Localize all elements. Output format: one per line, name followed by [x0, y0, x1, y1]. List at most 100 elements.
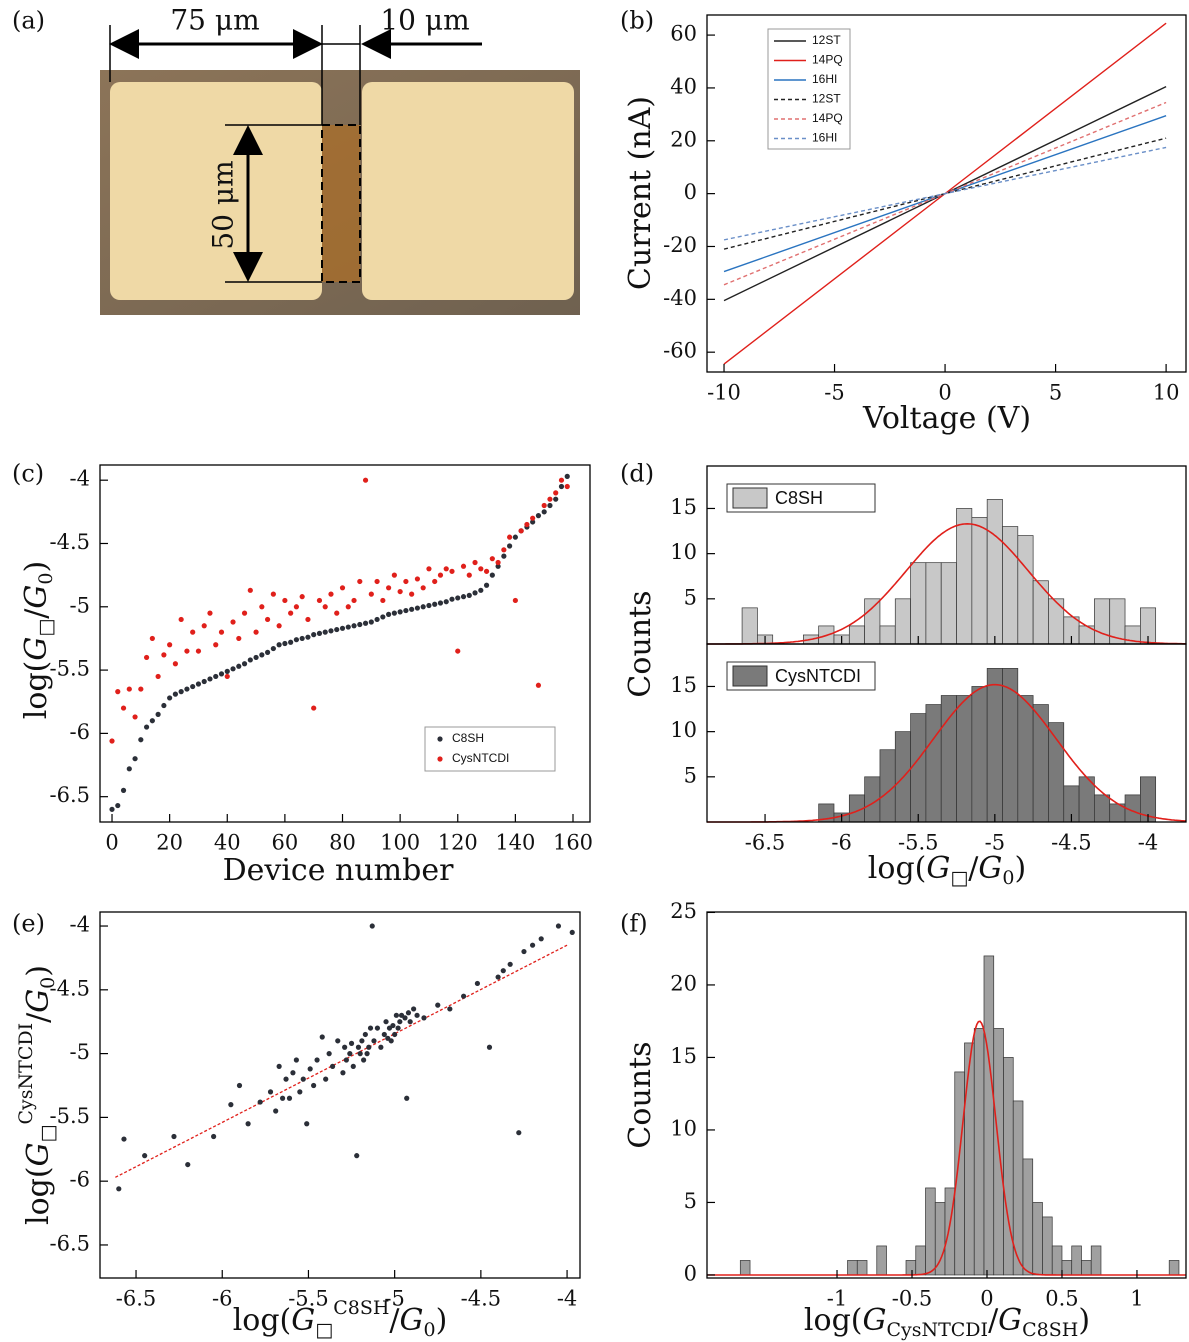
x-tick-label: 100 — [380, 831, 420, 855]
y-tick-label: 15 — [670, 1044, 697, 1068]
data-point — [345, 604, 351, 610]
data-point — [184, 686, 190, 692]
data-point — [553, 496, 559, 502]
data-point — [524, 521, 530, 528]
panel-label: (c) — [12, 460, 44, 488]
data-point — [495, 974, 501, 980]
data-point — [369, 923, 375, 929]
legend-label: 12ST — [812, 92, 841, 106]
histogram-bar — [879, 625, 896, 645]
data-point — [207, 610, 213, 616]
data-point — [395, 1025, 401, 1031]
data-point — [404, 1095, 410, 1101]
data-point — [267, 1089, 274, 1095]
x-axis-label: log(G□C8SH/G0) — [233, 1297, 448, 1341]
data-point — [282, 640, 288, 647]
legend-label: 14PQ — [812, 111, 843, 125]
axis-label-part: G — [21, 1142, 56, 1166]
legend-swatch — [437, 736, 443, 742]
data-point — [348, 1040, 355, 1046]
data-point — [185, 1161, 191, 1168]
data-point — [374, 1025, 381, 1031]
data-point — [172, 691, 179, 697]
data-point — [478, 566, 484, 572]
axis-label-part: / — [988, 1303, 999, 1338]
data-point — [155, 673, 161, 680]
data-point — [322, 629, 328, 635]
data-point — [304, 1121, 310, 1127]
x-tick-label: -5.5 — [898, 831, 939, 855]
channel — [322, 125, 360, 282]
data-point — [138, 686, 144, 692]
y-tick-label: -60 — [663, 339, 697, 363]
y-tick-label: 60 — [670, 22, 697, 46]
data-point — [391, 572, 397, 578]
data-point — [447, 1006, 453, 1012]
x-tick-label: 120 — [438, 831, 478, 855]
data-point — [190, 683, 196, 690]
x-tick-label: 0 — [105, 831, 118, 855]
data-point — [420, 585, 426, 591]
y-tick-label: 0 — [684, 1261, 697, 1285]
data-point — [351, 597, 357, 604]
data-point — [564, 473, 570, 479]
data-point — [371, 1038, 377, 1044]
data-point — [355, 1044, 362, 1050]
data-point — [167, 642, 173, 648]
histogram-bar — [739, 1260, 751, 1276]
axis-label-part: G — [19, 585, 54, 609]
x-tick-label: 1 — [1130, 1287, 1143, 1311]
histogram-bar — [1090, 1245, 1102, 1276]
data-point — [472, 590, 478, 596]
data-point — [126, 766, 132, 772]
data-point — [211, 1133, 217, 1140]
data-point — [138, 737, 144, 743]
legend-label: CysNTCDI — [775, 666, 861, 686]
axis-label-part: / — [389, 1303, 400, 1338]
y-tick-label: -6 — [70, 1168, 90, 1192]
plot-frame — [706, 911, 1187, 1279]
data-point — [184, 648, 190, 654]
legend-label: 14PQ — [812, 53, 843, 67]
y-axis-label: Counts — [623, 590, 658, 697]
axis-label-part: G — [926, 851, 950, 886]
axis-label-part: 0 — [37, 977, 59, 989]
data-point — [392, 1031, 398, 1038]
axis-label-part: 0 — [423, 1319, 435, 1341]
axis-label-part: log( — [868, 851, 927, 886]
data-point — [253, 629, 259, 635]
data-point — [288, 610, 294, 616]
histogram-bar — [1032, 704, 1049, 823]
x-tick-label: -5 — [384, 1287, 404, 1311]
data-point — [403, 607, 409, 614]
x-axis-label: log(G□/G0) — [868, 851, 1026, 889]
data-point — [538, 936, 544, 942]
axis-label-part: / — [968, 851, 979, 886]
plot-frame — [706, 643, 1187, 823]
data-point — [342, 1044, 348, 1050]
histogram-bar — [741, 607, 758, 645]
data-point — [378, 1044, 384, 1050]
histogram-bar — [1048, 598, 1065, 645]
data-point — [218, 671, 225, 677]
axis-label-part: CysNTCDI — [886, 1319, 988, 1341]
data-point — [120, 705, 127, 711]
x-tick-label: -0.5 — [892, 1287, 933, 1311]
legend-label: 16HI — [812, 72, 837, 86]
data-point — [264, 616, 271, 623]
axis-label-part: / — [21, 1012, 56, 1023]
fit-curve — [707, 522, 1186, 645]
dimension-label: 75 μm — [170, 4, 259, 37]
axis-label-part: C8SH — [333, 1297, 389, 1319]
data-point — [149, 718, 155, 724]
fit-line — [115, 944, 568, 1178]
data-point — [402, 1015, 408, 1021]
data-point — [351, 623, 357, 629]
data-point — [132, 714, 138, 720]
axis-label-part: G — [291, 1303, 315, 1338]
data-point — [109, 806, 115, 812]
data-point — [120, 787, 127, 793]
data-point — [293, 1057, 299, 1063]
data-point — [334, 610, 340, 616]
x-axis-label: Voltage (V) — [862, 401, 1031, 436]
